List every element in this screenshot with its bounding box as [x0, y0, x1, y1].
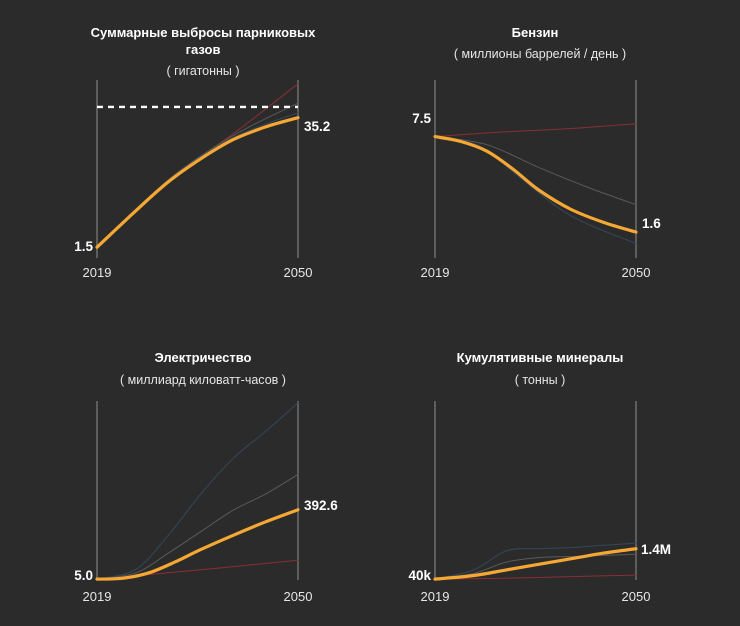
- panel-electricity-line-scenario-2: [96, 473, 299, 580]
- panel-electricity-start-label: 5.0: [74, 568, 93, 583]
- panel-emissions-x-tick-start: 2019: [83, 265, 112, 280]
- panel-electricity: Электричество ( миллиард киловатт-часов …: [74, 350, 338, 604]
- panel-emissions: Суммарные выбросы парниковых газов ( гиг…: [74, 25, 330, 280]
- panel-emissions-line-scenario-3: [96, 112, 299, 248]
- panel-minerals-line-highlight: [433, 547, 638, 581]
- panel-minerals-line-scenario-1: [434, 574, 637, 580]
- panel-minerals-start-label: 40k: [408, 568, 431, 583]
- panel-electricity-title-line-1: Электричество: [154, 350, 251, 365]
- panel-gasoline-x-tick-end: 2050: [622, 265, 651, 280]
- panel-emissions-x-tick-end: 2050: [284, 265, 313, 280]
- panel-gasoline-start-label: 7.5: [412, 111, 431, 126]
- panel-electricity-subtitle: ( миллиард киловатт-часов ): [120, 373, 286, 387]
- panel-gasoline-title-line-1: Бензин: [512, 25, 559, 40]
- panel-minerals-x-tick-end: 2050: [622, 589, 651, 604]
- panel-electricity-line-scenario-3: [96, 402, 299, 580]
- panel-gasoline-line-scenario-3: [434, 136, 637, 244]
- panel-minerals-title-line-1: Кумулятивные минералы: [457, 350, 624, 365]
- panel-electricity-end-label: 392.6: [304, 498, 338, 513]
- panel-minerals-line-scenario-2: [434, 553, 637, 580]
- panel-emissions-subtitle: ( гигатонны ): [166, 64, 239, 78]
- panel-gasoline-end-label: 1.6: [642, 216, 661, 231]
- panel-emissions-start-label: 1.5: [74, 239, 93, 254]
- panel-gasoline-line-scenario-1: [434, 123, 637, 138]
- panel-minerals-series: [433, 542, 638, 581]
- panel-gasoline-x-tick-start: 2019: [421, 265, 450, 280]
- panel-emissions-series: [95, 83, 300, 249]
- panel-minerals-end-label: 1.4M: [641, 542, 671, 557]
- panel-gasoline-series: [433, 123, 638, 244]
- panel-gasoline: Бензин ( миллионы баррелей / день ) 2019…: [412, 25, 661, 280]
- panel-emissions-title-line-1: Суммарные выбросы парниковых: [91, 25, 316, 40]
- panel-minerals-subtitle: ( тонны ): [515, 373, 566, 387]
- panel-gasoline-line-highlight: [433, 135, 638, 234]
- panel-minerals-x-tick-start: 2019: [421, 589, 450, 604]
- panel-minerals-line-scenario-3: [434, 542, 637, 580]
- panel-electricity-series: [95, 402, 300, 581]
- panel-gasoline-subtitle: ( миллионы баррелей / день ): [454, 47, 626, 61]
- panel-electricity-line-highlight: [95, 508, 300, 581]
- panel-gasoline-line-scenario-2: [434, 136, 637, 206]
- panel-electricity-x-tick-end: 2050: [284, 589, 313, 604]
- panel-emissions-line-highlight: [95, 116, 300, 249]
- panel-emissions-title-line-2: газов: [186, 42, 221, 57]
- panel-minerals: Кумулятивные минералы ( тонны ) 2019 205…: [408, 350, 671, 604]
- panel-emissions-line-scenario-1: [96, 83, 299, 248]
- panel-emissions-end-label: 35.2: [304, 119, 330, 134]
- panel-electricity-x-tick-start: 2019: [83, 589, 112, 604]
